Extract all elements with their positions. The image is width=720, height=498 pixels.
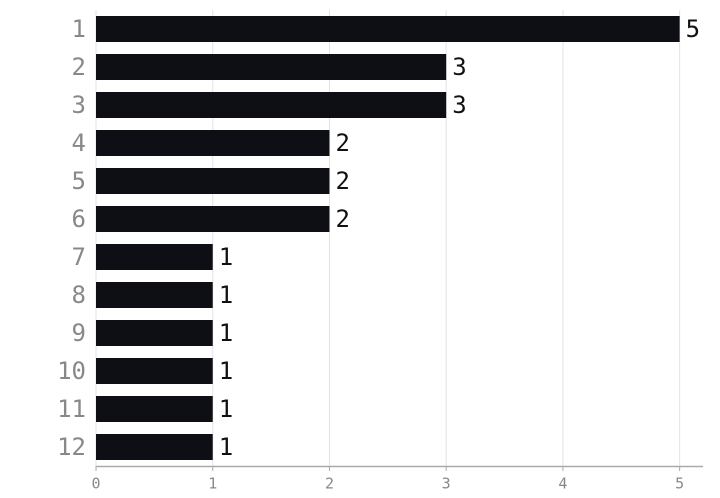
bar <box>96 92 447 118</box>
bar <box>96 16 680 42</box>
value-label: 1 <box>219 395 233 423</box>
bar <box>96 434 213 460</box>
y-tick-label: 5 <box>72 167 86 195</box>
bar <box>96 54 447 80</box>
y-tick-label: 7 <box>72 243 86 271</box>
y-tick-label: 8 <box>72 281 86 309</box>
value-label: 2 <box>335 167 349 195</box>
value-label: 3 <box>452 53 466 81</box>
x-tick-label: 1 <box>208 475 217 493</box>
y-tick-label: 3 <box>72 91 86 119</box>
y-tick-label: 12 <box>57 433 86 461</box>
value-label: 1 <box>219 357 233 385</box>
y-tick-label: 2 <box>72 53 86 81</box>
bar <box>96 168 330 194</box>
value-label: 1 <box>219 281 233 309</box>
y-tick-label: 11 <box>57 395 86 423</box>
value-label: 1 <box>219 319 233 347</box>
y-tick-label: 4 <box>72 129 86 157</box>
x-tick-label: 0 <box>91 475 100 493</box>
y-tick-label: 1 <box>72 15 86 43</box>
x-tick-label: 4 <box>558 475 567 493</box>
y-tick-label: 9 <box>72 319 86 347</box>
bar <box>96 282 213 308</box>
x-tick-label: 3 <box>442 475 451 493</box>
value-label: 5 <box>686 15 700 43</box>
bar <box>96 130 330 156</box>
value-label: 1 <box>219 243 233 271</box>
value-label: 1 <box>219 433 233 461</box>
value-label: 2 <box>335 129 349 157</box>
x-tick-label: 5 <box>675 475 684 493</box>
bar <box>96 244 213 270</box>
value-label: 3 <box>452 91 466 119</box>
y-tick-label: 10 <box>57 357 86 385</box>
value-label: 2 <box>335 205 349 233</box>
y-tick-label: 6 <box>72 205 86 233</box>
bar <box>96 206 330 232</box>
x-tick-label: 2 <box>325 475 334 493</box>
bar <box>96 396 213 422</box>
bar <box>96 320 213 346</box>
bar <box>96 358 213 384</box>
